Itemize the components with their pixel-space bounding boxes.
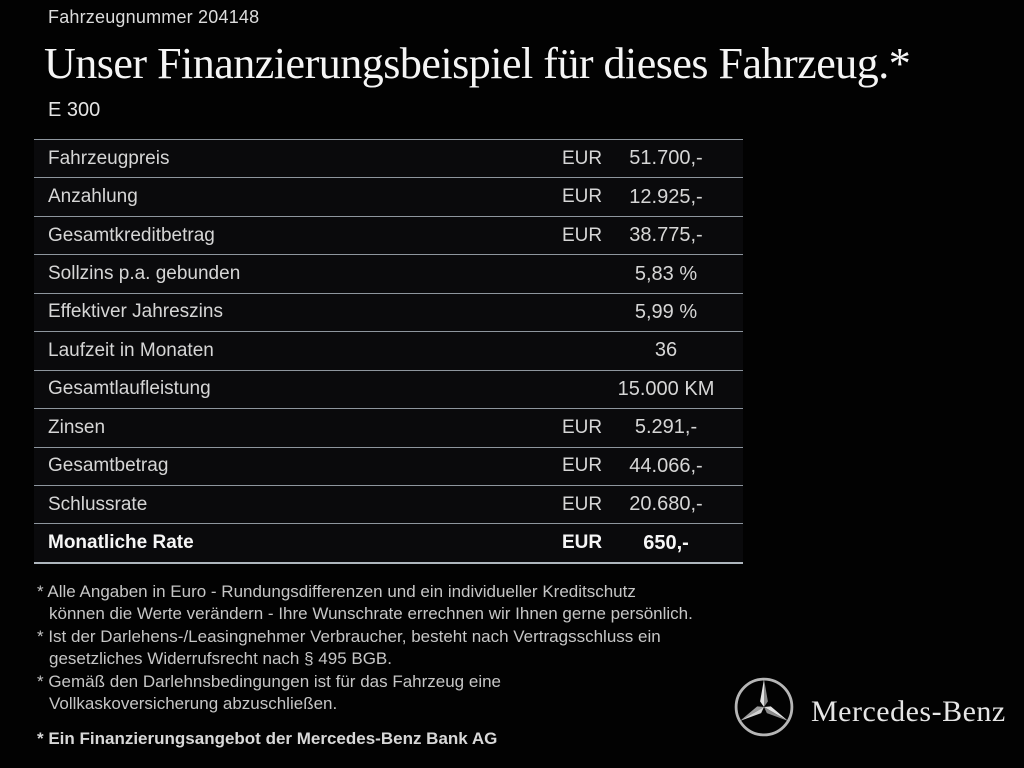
table-row: Effektiver Jahreszins 5,99 % xyxy=(34,292,743,332)
footnote-withdrawal-right: * Ist der Darlehens-/Leasingnehmer Verbr… xyxy=(37,626,661,669)
table-row: Gesamtbetrag EUR 44.066,- xyxy=(34,446,743,485)
row-label: Sollzins p.a. gebunden xyxy=(48,263,241,285)
row-label: Gesamtbetrag xyxy=(48,455,169,477)
row-value: 38.775,- xyxy=(629,224,703,247)
row-value: 5,83 % xyxy=(634,262,698,285)
footnote-rounding: * Alle Angaben in Euro - Rundungsdiffere… xyxy=(37,582,693,624)
row-currency: EUR xyxy=(562,186,603,208)
row-value: 15.000 KM xyxy=(617,377,715,400)
row-label: Gesamtkreditbetrag xyxy=(48,224,215,246)
row-value: 5,99 % xyxy=(634,300,698,323)
table-row: Anzahlung EUR 12.925,- xyxy=(34,177,743,216)
table-row: Gesamtkreditbetrag EUR 38.775,- xyxy=(34,215,743,255)
row-label: Effektiver Jahreszins xyxy=(48,301,223,323)
row-value: 5.291,- xyxy=(634,416,698,439)
brand-wordmark: Mercedes-Benz xyxy=(811,695,1006,728)
table-row: Sollzins p.a. gebunden 5,83 % xyxy=(34,254,743,293)
table-row: Gesamtlaufleistung 15.000 KM xyxy=(34,369,743,409)
table-row: Zinsen EUR 5.291,- xyxy=(34,408,743,447)
footnote-insurance: * Gemäß den Darlehnsbedingungen ist für … xyxy=(37,671,502,714)
row-value: 20.680,- xyxy=(629,493,703,516)
page-title: Unser Finanzierungsbeispiel für dieses F… xyxy=(44,39,911,88)
row-label: Fahrzeugpreis xyxy=(48,147,170,169)
row-currency: EUR xyxy=(562,224,603,246)
row-currency: EUR xyxy=(562,532,603,554)
vehicle-model: E 300 xyxy=(48,99,101,121)
table-row-monthly-rate: Monatliche Rate EUR 650,- xyxy=(34,523,743,562)
row-value: 51.700,- xyxy=(629,147,703,170)
vehicle-number: Fahrzeugnummer 204148 xyxy=(48,7,260,27)
row-label: Gesamtlaufleistung xyxy=(48,378,211,400)
row-label: Anzahlung xyxy=(48,186,138,208)
row-currency: EUR xyxy=(562,147,603,169)
table-row: Fahrzeugpreis EUR 51.700,- xyxy=(34,139,743,178)
row-label: Schlussrate xyxy=(48,493,148,515)
footnotes: * Alle Angaben in Euro - Rundungsdiffere… xyxy=(37,581,777,751)
row-label: Laufzeit in Monaten xyxy=(48,339,214,361)
financing-table: Fahrzeugpreis EUR 51.700,- Anzahlung EUR… xyxy=(34,139,743,564)
row-value: 12.925,- xyxy=(629,185,703,208)
row-value: 650,- xyxy=(643,531,689,554)
row-label: Zinsen xyxy=(48,416,106,438)
row-value: 36 xyxy=(654,339,678,362)
row-currency: EUR xyxy=(562,493,603,515)
mercedes-star-icon xyxy=(734,677,794,737)
footnote-financing-offer: * Ein Finanzierungsangebot der Mercedes-… xyxy=(37,729,498,749)
row-label: Monatliche Rate xyxy=(48,532,194,554)
table-row: Laufzeit in Monaten 36 xyxy=(34,331,743,370)
table-row: Schlussrate EUR 20.680,- xyxy=(34,484,743,524)
row-currency: EUR xyxy=(562,455,603,477)
row-value: 44.066,- xyxy=(629,454,703,477)
row-currency: EUR xyxy=(562,416,603,438)
